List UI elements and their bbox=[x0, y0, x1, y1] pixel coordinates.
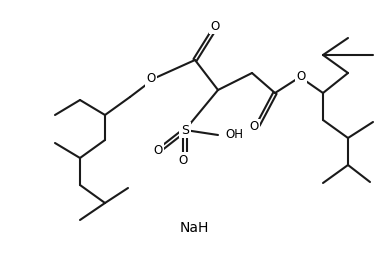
Text: O: O bbox=[210, 19, 220, 33]
Text: S: S bbox=[181, 123, 189, 136]
Text: OH: OH bbox=[225, 129, 243, 142]
Text: O: O bbox=[249, 121, 259, 133]
Text: O: O bbox=[179, 154, 187, 166]
Text: O: O bbox=[146, 72, 156, 86]
Text: O: O bbox=[153, 144, 163, 156]
Text: O: O bbox=[296, 70, 306, 83]
Text: NaH: NaH bbox=[179, 221, 209, 235]
